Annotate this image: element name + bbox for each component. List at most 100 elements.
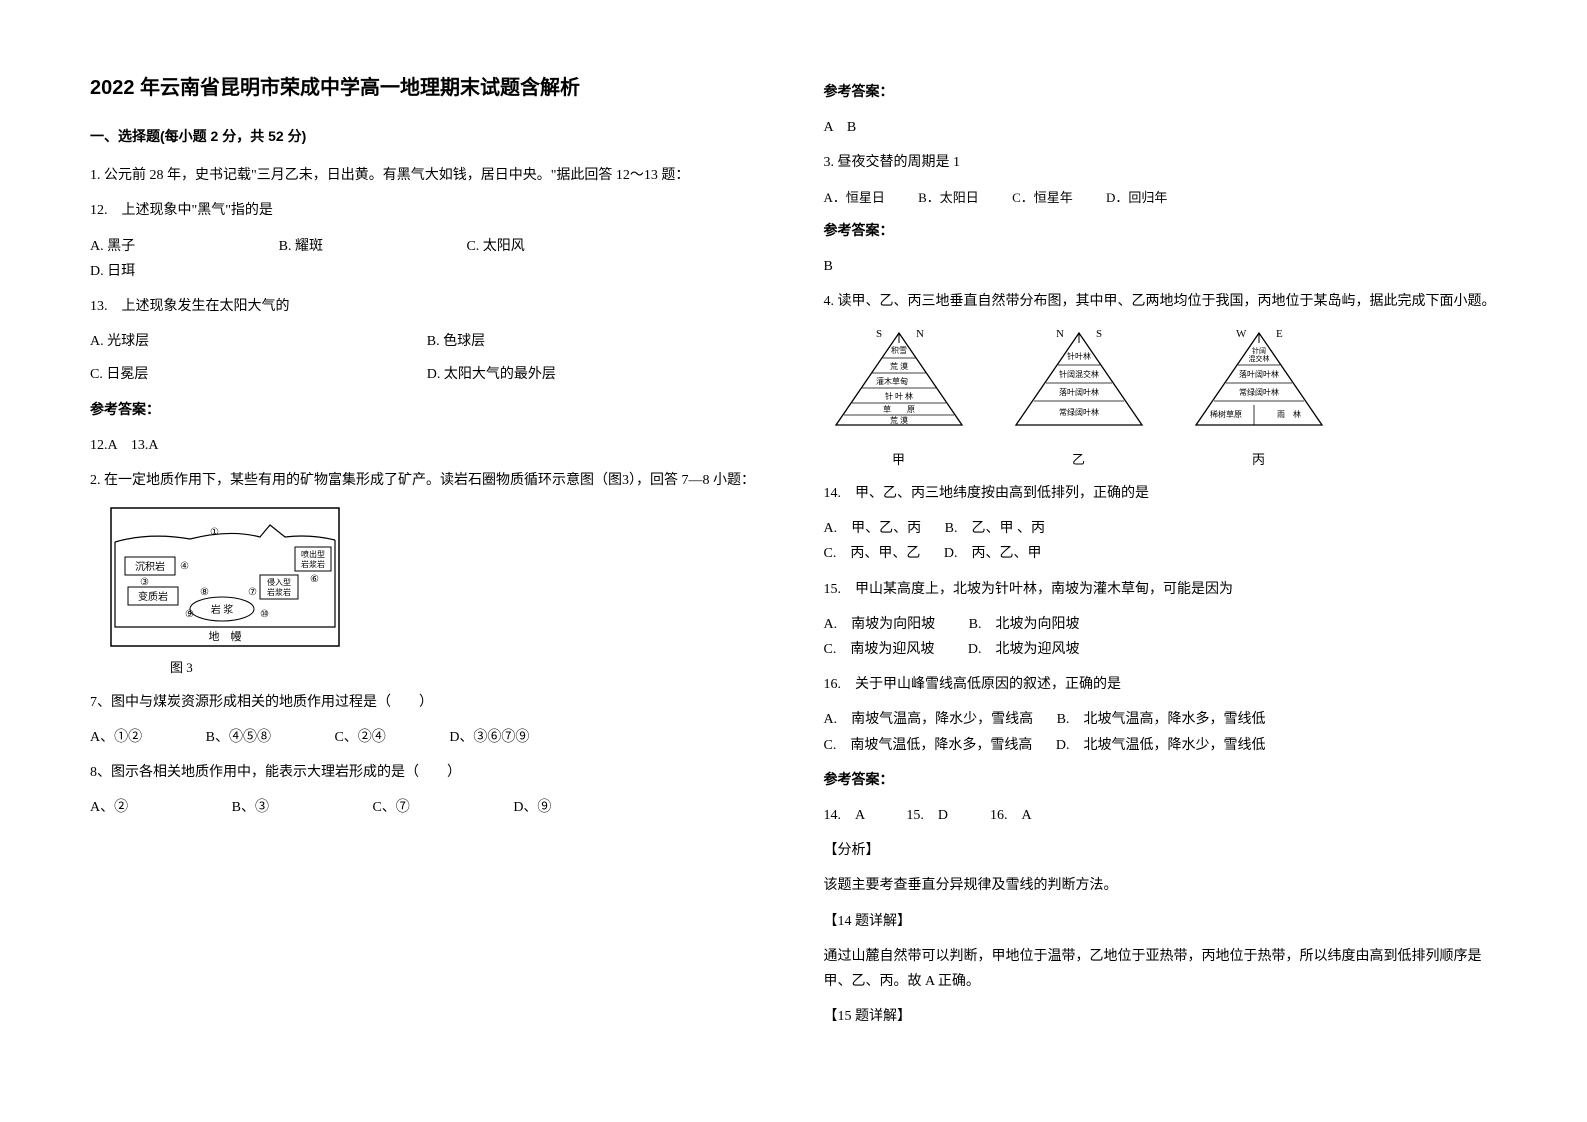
- q16-opt-d: D. 北坡气温低，降水少，雪线低: [1056, 738, 1266, 753]
- svg-text:①: ①: [210, 527, 219, 538]
- triangle-jia-label: 甲: [824, 448, 974, 471]
- triangle-diagrams: S N 积雪 荒 漠 灌木草甸 针 叶 林 草 原 荒 漠 甲 N: [824, 325, 1498, 472]
- svg-text:⑥: ⑥: [310, 574, 319, 585]
- fenxi-heading: 【分析】: [824, 838, 1498, 863]
- triangle-yi: N S 针叶林 针阔混交林 落叶阔叶林 常绿阔叶林 乙: [1004, 325, 1154, 472]
- svg-text:雨 林: 雨 林: [1277, 409, 1301, 419]
- q14-opt-c: C. 丙、甲、乙: [824, 546, 921, 561]
- q15-opt-a: A. 南坡为向阳坡: [824, 617, 936, 632]
- jx15-heading: 【15 题详解】: [824, 1004, 1498, 1029]
- svg-text:落叶阔叶林: 落叶阔叶林: [1059, 387, 1099, 397]
- q13-opt-c: C. 日冕层: [90, 362, 427, 387]
- q14-opt-a: A. 甲、乙、丙: [824, 521, 922, 536]
- q3-opt-a: A．恒星日: [824, 186, 885, 209]
- q8-opt-c: C、⑦: [372, 795, 409, 820]
- q13-text: 13. 上述现象发生在太阳大气的: [90, 294, 764, 319]
- q8-opt-a: A、②: [90, 795, 128, 820]
- svg-text:积雪: 积雪: [891, 345, 907, 355]
- svg-text:岩浆岩: 岩浆岩: [301, 559, 325, 569]
- q12-options: A. 黑子 B. 耀斑 C. 太阳风 D. 日珥: [90, 234, 764, 284]
- svg-text:③: ③: [140, 577, 149, 588]
- q12-opt-a: A. 黑子: [90, 234, 135, 259]
- q8-opt-b: B、③: [232, 795, 269, 820]
- q16-opt-a: A. 南坡气温高，降水少，雪线高: [824, 712, 1034, 727]
- q7-options: A、①② B、④⑤⑧ C、②④ D、③⑥⑦⑨: [90, 725, 764, 750]
- svg-text:⑧: ⑧: [200, 587, 209, 598]
- svg-text:灌木草甸: 灌木草甸: [876, 376, 908, 386]
- q7-opt-c: C、②④: [334, 725, 385, 750]
- svg-text:E: E: [1276, 328, 1283, 340]
- q15-opt-b: B. 北坡为向阳坡: [969, 617, 1080, 632]
- svg-text:W: W: [1236, 328, 1247, 340]
- triangle-bing: W E 针阔 混交林 落叶阔叶林 常绿阔叶林 稀树草原 雨 林 丙: [1184, 325, 1334, 472]
- q12-text: 12. 上述现象中"黑气"指的是: [90, 198, 764, 223]
- q15-text: 15. 甲山某高度上，北坡为针叶林，南坡为灌木草甸，可能是因为: [824, 577, 1498, 602]
- q14-options: A. 甲、乙、丙 B. 乙、甲 、丙 C. 丙、甲、乙 D. 丙、乙、甲: [824, 516, 1498, 566]
- right-column: 参考答案： A B 3. 昼夜交替的周期是 1 A．恒星日 B．太阳日 C．恒星…: [824, 70, 1498, 1052]
- svg-text:针阔: 针阔: [1252, 346, 1266, 355]
- q12-opt-d: D. 日珥: [90, 259, 135, 284]
- svg-text:喷出型: 喷出型: [301, 549, 325, 559]
- q16-opt-b: B. 北坡气温高，降水多，雪线低: [1057, 712, 1266, 727]
- svg-text:混交林: 混交林: [1248, 354, 1269, 363]
- q7-text: 7、图中与煤炭资源形成相关的地质作用过程是（ ）: [90, 690, 764, 715]
- answer-heading: 参考答案：: [90, 398, 764, 423]
- triangle-jia: S N 积雪 荒 漠 灌木草甸 针 叶 林 草 原 荒 漠 甲: [824, 325, 974, 472]
- q3-text: 3. 昼夜交替的周期是 1: [824, 150, 1498, 175]
- svg-text:荒 漠: 荒 漠: [890, 415, 908, 425]
- answer-7-8: A B: [824, 115, 1498, 140]
- svg-text:草 原: 草 原: [883, 404, 915, 414]
- fenxi-text: 该题主要考查垂直分异规律及雪线的判断方法。: [824, 873, 1498, 898]
- q14-text: 14. 甲、乙、丙三地纬度按由高到低排列，正确的是: [824, 481, 1498, 506]
- fig3-diman-label: 地 幔: [209, 630, 242, 643]
- svg-text:⑨: ⑨: [185, 609, 194, 620]
- q14-opt-b: B. 乙、甲 、丙: [945, 521, 1045, 536]
- q7-opt-d: D、③⑥⑦⑨: [449, 725, 529, 750]
- q12-opt-c: C. 太阳风: [466, 234, 524, 259]
- q1-stem: 1. 公元前 28 年，史书记载"三月乙未，日出黄。有黑气大如钱，居日中央。"据…: [90, 163, 764, 188]
- triangle-bing-label: 丙: [1184, 448, 1334, 471]
- jx14-text: 通过山麓自然带可以判断，甲地位于温带，乙地位于亚热带，丙地位于热带，所以纬度由高…: [824, 944, 1498, 994]
- q7-opt-a: A、①②: [90, 725, 142, 750]
- svg-text:S: S: [1096, 328, 1102, 340]
- figure-3-caption: 图 3: [170, 656, 764, 679]
- q3-opt-c: C．恒星年: [1012, 186, 1073, 209]
- q8-opt-d: D、⑨: [513, 795, 551, 820]
- q8-options: A、② B、③ C、⑦ D、⑨: [90, 795, 764, 820]
- fig3-yanjiang-label: 岩 浆: [211, 603, 234, 616]
- svg-text:N: N: [1056, 328, 1064, 340]
- answer-12-13: 12.A 13.A: [90, 433, 764, 458]
- figure-3: 沉积岩 变质岩 岩 浆 侵入型 岩浆岩 喷出型 岩浆岩 地 幔 ① ④ ③ ⑧ …: [110, 507, 764, 680]
- q3-options: A．恒星日 B．太阳日 C．恒星年 D．回归年: [824, 186, 1498, 209]
- svg-text:常绿阔叶林: 常绿阔叶林: [1059, 407, 1099, 417]
- q15-opt-d: D. 北坡为迎风坡: [968, 642, 1080, 657]
- q3-opt-d: D．回归年: [1106, 186, 1167, 209]
- q2-stem: 2. 在一定地质作用下，某些有用的矿物富集形成了矿产。读岩石圈物质循环示意图（图…: [90, 468, 764, 493]
- q13-options: A. 光球层 B. 色球层 C. 日冕层 D. 太阳大气的最外层: [90, 329, 764, 387]
- jx14-heading: 【14 题详解】: [824, 909, 1498, 934]
- q13-opt-b: B. 色球层: [427, 329, 764, 354]
- answer-heading-3: 参考答案：: [824, 219, 1498, 244]
- svg-text:岩浆岩: 岩浆岩: [267, 587, 291, 597]
- left-column: 2022 年云南省昆明市荣成中学高一地理期末试题含解析 一、选择题(每小题 2 …: [90, 70, 764, 1052]
- svg-text:④: ④: [180, 561, 189, 572]
- q3-opt-b: B．太阳日: [918, 186, 979, 209]
- q16-text: 16. 关于甲山峰雪线高低原因的叙述，正确的是: [824, 672, 1498, 697]
- svg-text:侵入型: 侵入型: [267, 577, 291, 587]
- answer-3: B: [824, 254, 1498, 279]
- answer-heading-2: 参考答案：: [824, 80, 1498, 105]
- svg-text:⑦: ⑦: [248, 587, 257, 598]
- q16-opt-c: C. 南坡气温低，降水多，雪线高: [824, 738, 1033, 753]
- svg-text:针 叶 林: 针 叶 林: [885, 391, 913, 401]
- answer-14-16: 14. A 15. D 16. A: [824, 803, 1498, 828]
- svg-text:稀树草原: 稀树草原: [1210, 409, 1242, 419]
- svg-text:针阔混交林: 针阔混交林: [1059, 369, 1099, 379]
- section-heading: 一、选择题(每小题 2 分，共 52 分): [90, 124, 764, 149]
- q12-opt-b: B. 耀斑: [279, 234, 323, 259]
- svg-text:N: N: [916, 328, 924, 340]
- svg-text:⑩: ⑩: [260, 609, 269, 620]
- q15-opt-c: C. 南坡为迎风坡: [824, 642, 935, 657]
- q15-options: A. 南坡为向阳坡 B. 北坡为向阳坡 C. 南坡为迎风坡 D. 北坡为迎风坡: [824, 612, 1498, 662]
- page-title: 2022 年云南省昆明市荣成中学高一地理期末试题含解析: [90, 70, 764, 106]
- fig3-bianzhiyan-label: 变质岩: [138, 590, 168, 603]
